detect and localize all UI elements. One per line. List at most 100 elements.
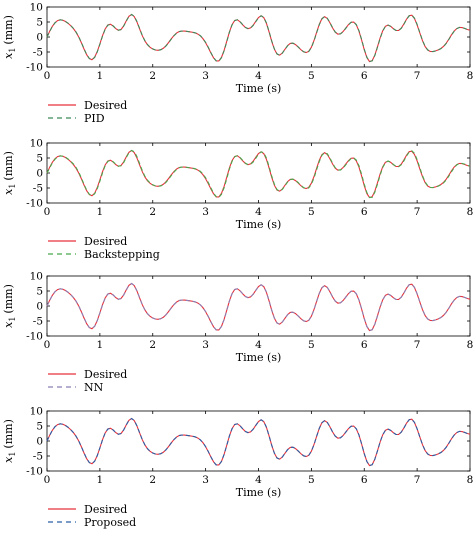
y-label-unit: (mm) — [2, 15, 15, 44]
y-tick-label: -10 — [26, 466, 43, 478]
y-tick-label: -5 — [33, 183, 43, 195]
x-tick-label: 6 — [361, 206, 368, 218]
y-label-subscript: 1 — [8, 184, 17, 189]
x-tick-label: 7 — [414, 474, 421, 486]
y-label-unit: (mm) — [2, 151, 15, 180]
x-tick-label: 4 — [255, 206, 262, 218]
x-tick-label: 1 — [97, 70, 104, 82]
x-axis-label: Time (s) — [236, 82, 282, 95]
y-tick-label: 5 — [36, 153, 43, 165]
plot-frame — [46, 410, 471, 472]
x-tick-label: 4 — [255, 70, 262, 82]
y-tick-label: 10 — [30, 271, 43, 283]
y-tick-label: 10 — [30, 138, 43, 150]
y-label-subscript: 1 — [8, 452, 17, 457]
x-tick-label: 6 — [361, 474, 368, 486]
x-tick-label: 1 — [97, 339, 104, 351]
y-tick-label: 0 — [36, 436, 43, 448]
x-tick-label: 2 — [149, 339, 156, 351]
y-axis-label: x1 (mm) — [2, 419, 17, 463]
y-label-main: x — [2, 188, 15, 195]
y-tick-label: -10 — [26, 62, 43, 74]
y-tick-label: 5 — [36, 421, 43, 433]
x-tick-label: 7 — [414, 70, 421, 82]
y-label-main: x — [2, 52, 15, 59]
y-tick-label: 0 — [36, 301, 43, 313]
y-axis-label: x1 (mm) — [2, 284, 17, 328]
y-label-main: x — [2, 321, 15, 328]
x-tick-label: 3 — [202, 474, 209, 486]
series-line-desired — [46, 417, 471, 467]
series-line-desired — [46, 13, 471, 63]
x-tick-label: 2 — [149, 206, 156, 218]
x-tick-label: 5 — [308, 474, 315, 486]
y-axis-label: x1 (mm) — [2, 151, 17, 195]
y-tick-label: 10 — [30, 2, 43, 14]
x-tick-label: 7 — [414, 206, 421, 218]
x-tick-label: 5 — [308, 206, 315, 218]
legend-label-desired: Desired — [84, 503, 127, 516]
x-tick-label: 8 — [467, 339, 474, 351]
x-tick-label: 2 — [149, 70, 156, 82]
x-tick-label: 0 — [44, 206, 51, 218]
y-axis-label: x1 (mm) — [2, 15, 17, 59]
y-tick-label: 10 — [30, 406, 43, 418]
x-tick-label: 6 — [361, 339, 368, 351]
y-label-unit: (mm) — [2, 419, 15, 448]
x-tick-label: 1 — [97, 474, 104, 486]
y-label-subscript: 1 — [8, 317, 17, 322]
x-tick-label: 2 — [149, 474, 156, 486]
y-tick-label: -5 — [33, 451, 43, 463]
x-tick-label: 5 — [308, 339, 315, 351]
x-axis-label: Time (s) — [236, 486, 282, 499]
y-label-unit: (mm) — [2, 284, 15, 313]
x-tick-label: 0 — [44, 474, 51, 486]
x-tick-label: 7 — [414, 339, 421, 351]
legend-label-backstepping: Backstepping — [84, 248, 160, 261]
x-tick-label: 8 — [467, 474, 474, 486]
x-tick-label: 4 — [255, 339, 262, 351]
series-line-nn — [46, 282, 471, 332]
y-tick-label: -5 — [33, 47, 43, 59]
legend-label-desired: Desired — [84, 368, 127, 381]
series-line-pid — [46, 13, 471, 63]
y-tick-label: -10 — [26, 331, 43, 343]
x-tick-label: 3 — [202, 339, 209, 351]
y-label-main: x — [2, 456, 15, 463]
y-tick-label: 0 — [36, 168, 43, 180]
x-tick-label: 1 — [97, 206, 104, 218]
x-axis-label: Time (s) — [236, 218, 282, 231]
series-line-desired — [46, 149, 471, 199]
x-tick-label: 3 — [202, 206, 209, 218]
x-tick-label: 5 — [308, 70, 315, 82]
plot-frame — [46, 6, 471, 68]
plot-frame — [46, 275, 471, 337]
x-tick-label: 4 — [255, 474, 262, 486]
legend-label-nn: NN — [84, 381, 104, 394]
series-line-backstepping — [46, 149, 471, 199]
y-tick-label: 0 — [36, 32, 43, 44]
x-tick-label: 8 — [467, 70, 474, 82]
x-tick-label: 0 — [44, 70, 51, 82]
y-label-subscript: 1 — [8, 48, 17, 53]
plot-frame — [46, 142, 471, 204]
x-tick-label: 0 — [44, 339, 51, 351]
legend-label-proposed: Proposed — [84, 516, 136, 529]
x-tick-label: 6 — [361, 70, 368, 82]
y-tick-label: -5 — [33, 316, 43, 328]
x-tick-label: 8 — [467, 206, 474, 218]
y-tick-label: 5 — [36, 286, 43, 298]
series-line-desired — [46, 282, 471, 332]
series-line-proposed — [46, 417, 471, 467]
y-tick-label: -10 — [26, 198, 43, 210]
x-tick-label: 3 — [202, 70, 209, 82]
